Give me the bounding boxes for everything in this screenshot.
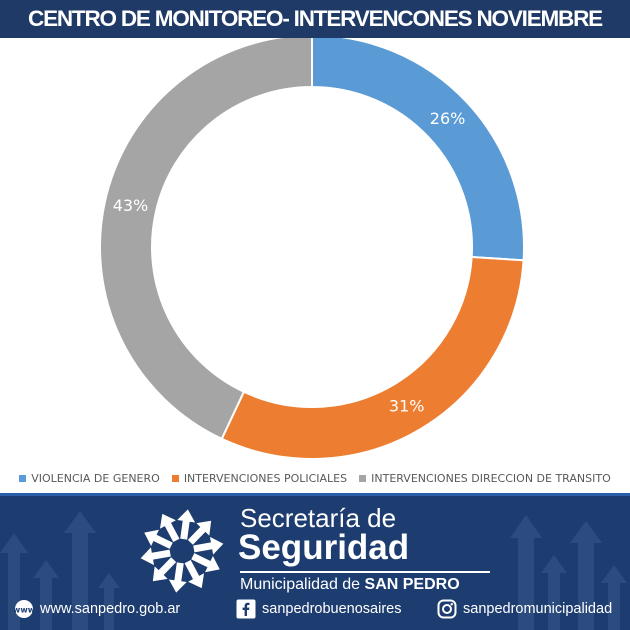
slice-intervenciones-policiales: [220, 255, 525, 460]
legend-item-policiales: INTERVENCIONES POLICIALES: [171, 471, 348, 485]
legend-swatch-policiales: [171, 474, 179, 482]
brand-divider: [240, 571, 490, 573]
brand-municipalidad-prefix: Municipalidad de: [240, 576, 361, 593]
brand-municipalidad: Municipalidad de SAN PEDRO: [240, 575, 460, 595]
slice-label-violencia-de-genero: 26%: [430, 109, 466, 128]
instagram-link[interactable]: sanpedromunicipalidad: [437, 598, 612, 620]
donut-chart: 26% 31% 43%: [99, 38, 525, 460]
footer-banner: Secretaría de Seguridad Municipalidad de…: [0, 493, 630, 630]
facebook-icon: [236, 599, 256, 619]
radial-arrows-logo-icon: [140, 509, 224, 593]
legend-label-transito: INTERVENCIONES DIRECCION DE TRANSITO: [371, 471, 611, 485]
brand-san-pedro: SAN PEDRO: [364, 576, 460, 593]
legend-item-transito: INTERVENCIONES DIRECCION DE TRANSITO: [359, 472, 611, 485]
globe-icon: www: [14, 599, 34, 619]
website-link[interactable]: www www.sanpedro.gob.ar: [14, 598, 180, 620]
legend-label-policiales: INTERVENCIONES POLICIALES: [183, 471, 348, 485]
instagram-icon: [437, 599, 457, 619]
svg-text:www: www: [14, 606, 34, 615]
brand-seguridad: Seguridad: [238, 528, 410, 567]
legend-label-violencia: VIOLENCIA DE GENERO: [31, 471, 160, 485]
legend-swatch-violencia: [19, 474, 27, 482]
header-bar: CENTRO DE MONITOREO- INTERVENCONES NOVIE…: [0, 0, 630, 38]
slice-violencia-de-genero: [311, 38, 525, 262]
facebook-link[interactable]: sanpedrobuenosaires: [236, 598, 401, 620]
background-arrows-decoration: [0, 511, 627, 630]
legend-swatch-transito: [359, 474, 367, 482]
page-title: CENTRO DE MONITOREO- INTERVENCONES NOVIE…: [28, 6, 603, 31]
website-text: www.sanpedro.gob.ar: [40, 601, 181, 617]
slice-intervenciones-direccion-de-transito: [99, 38, 313, 441]
facebook-text: sanpedrobuenosaires: [262, 601, 402, 617]
brand-secretaria: Secretaría de: [240, 503, 397, 533]
instagram-text: sanpedromunicipalidad: [463, 601, 613, 617]
legend-item-violencia: VIOLENCIA DE GENERO: [19, 472, 160, 485]
slice-label-intervenciones-policiales: 31%: [389, 397, 425, 416]
slice-label-intervenciones-direccion-de-transito: 43%: [113, 196, 149, 215]
chart-legend: VIOLENCIA DE GENERO INTERVENCIONES POLIC…: [0, 466, 630, 490]
footer-divider: [0, 493, 630, 496]
